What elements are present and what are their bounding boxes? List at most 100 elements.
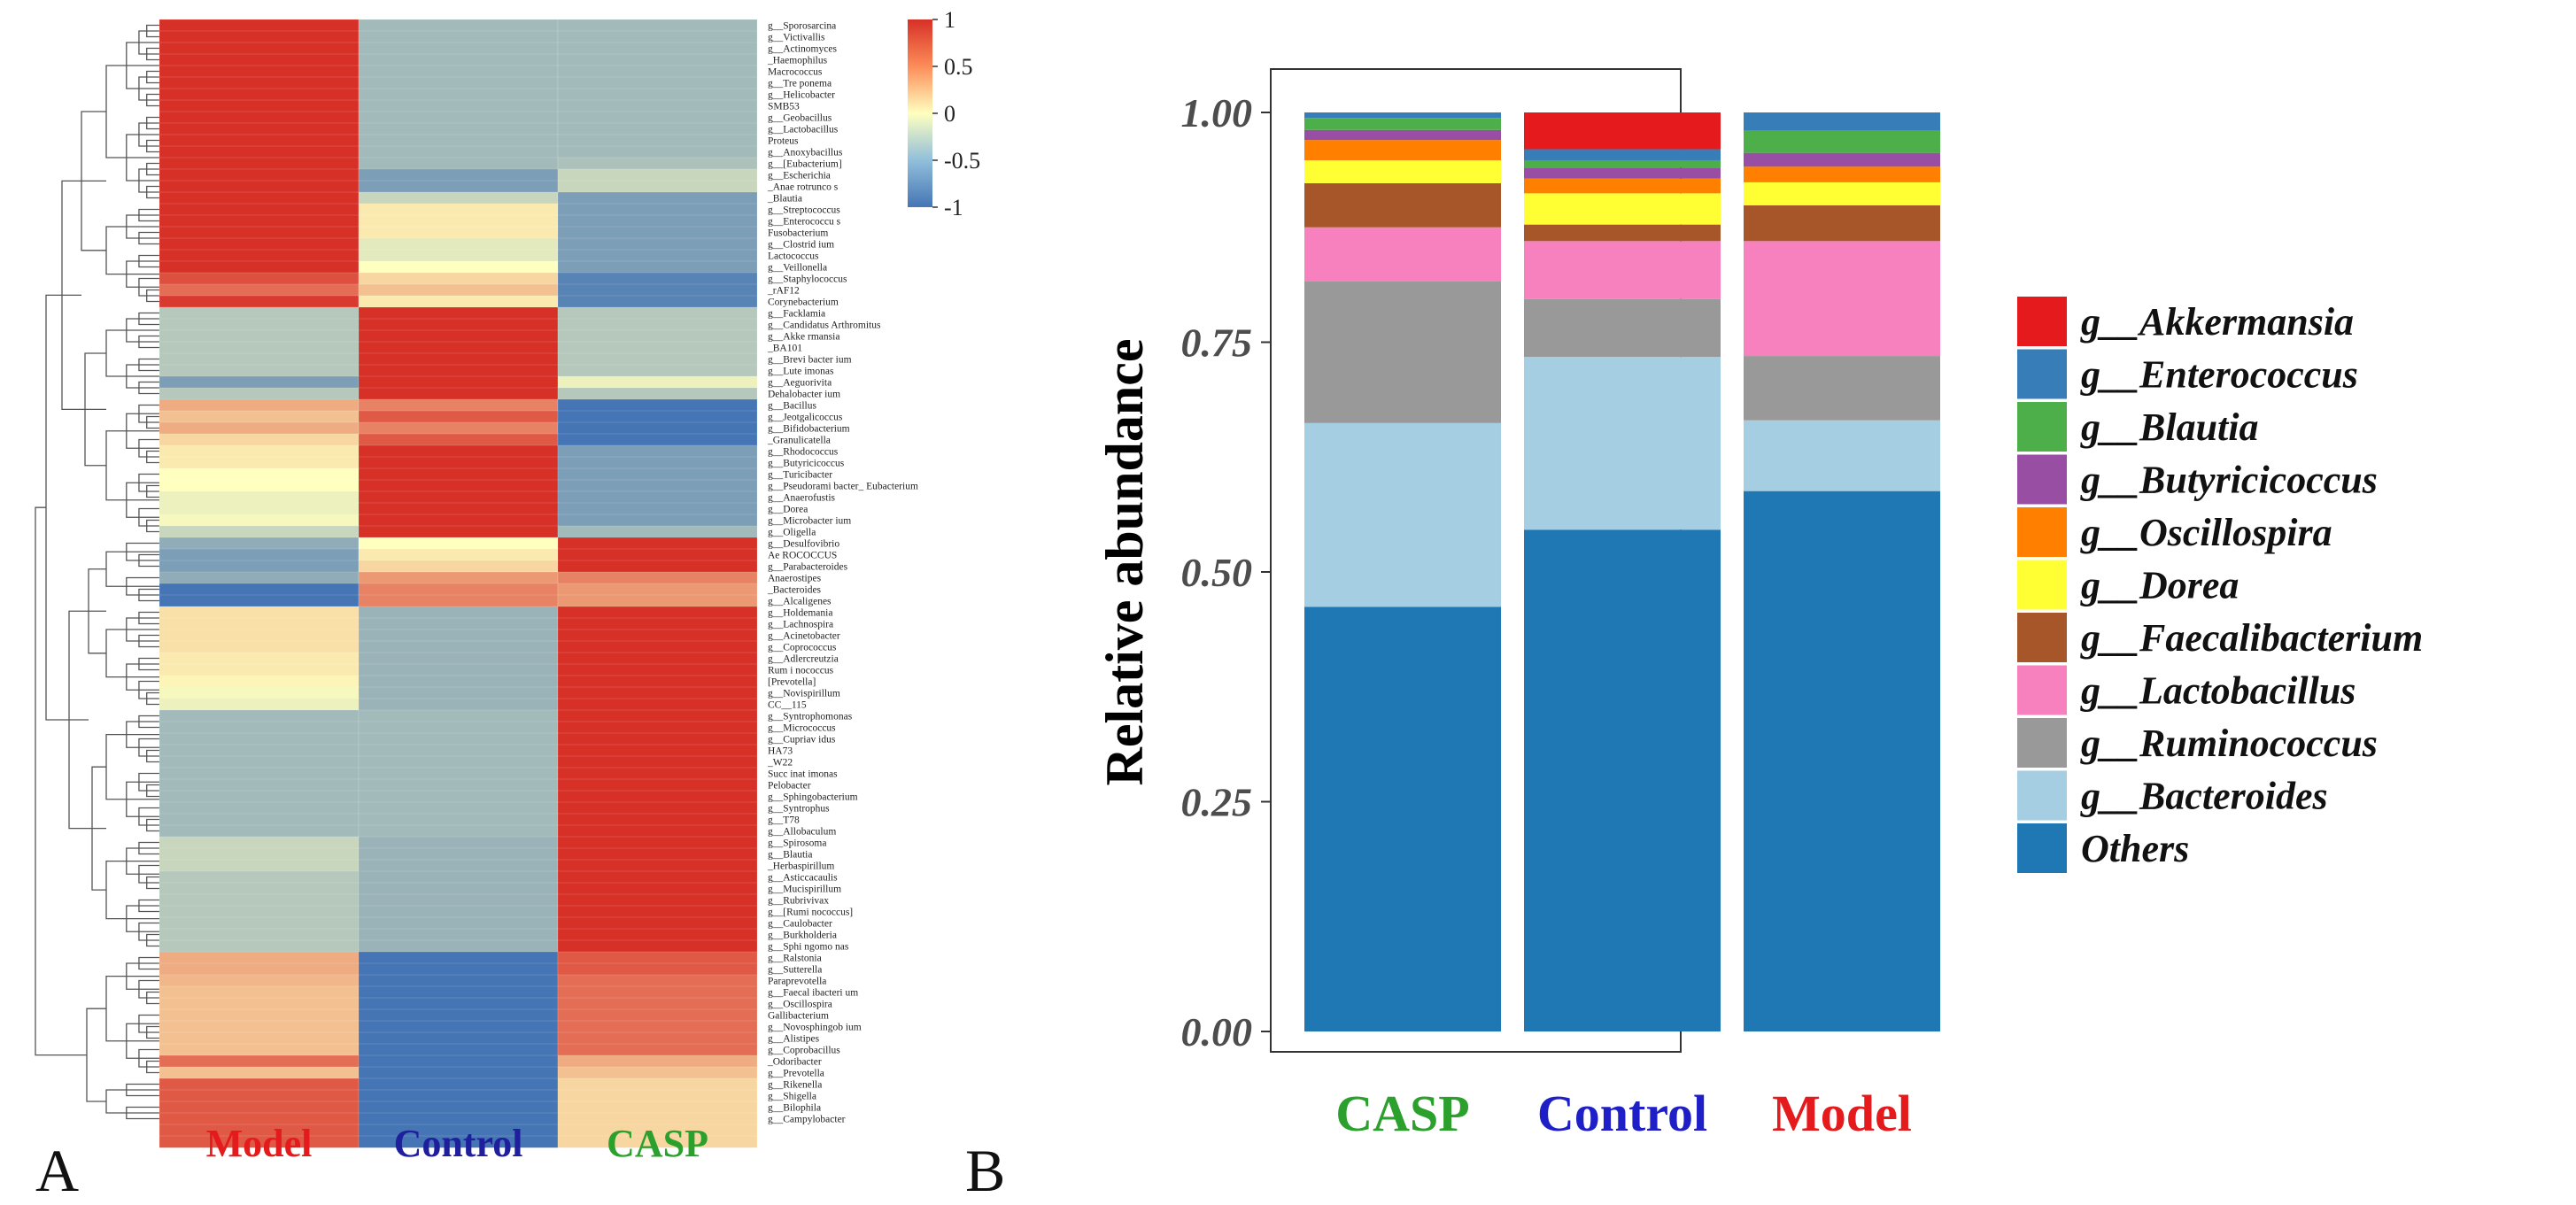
heatmap-cell	[159, 801, 360, 815]
heatmap-cell	[557, 985, 758, 999]
heatmap-cell	[159, 537, 360, 550]
heatmap-cell	[159, 249, 360, 262]
heatmap-row-label: Ae ROCOCCUS	[768, 551, 837, 561]
heatmap-cell	[557, 329, 758, 343]
heatmap-cell	[159, 283, 360, 297]
heatmap-row-label: g__Micrococcus	[768, 723, 836, 734]
heatmap-cell	[557, 732, 758, 745]
bar-segment	[1744, 112, 1940, 131]
heatmap-cell	[358, 962, 559, 976]
heatmap-cell	[159, 237, 360, 251]
heatmap-row-label: g__Pseudorami bacter_ Eubacterium	[768, 482, 918, 492]
heatmap-row-label: Rum i nococcus	[768, 666, 834, 676]
heatmap-cell	[159, 905, 360, 918]
heatmap-cell	[159, 732, 360, 745]
heatmap-cell	[358, 111, 559, 124]
heatmap-cell	[358, 421, 559, 435]
heatmap-cell	[557, 168, 758, 182]
heatmap-cell	[358, 870, 559, 884]
heatmap-row-label: g__Veillonella	[768, 263, 827, 274]
heatmap-cell	[358, 974, 559, 987]
legend-swatch	[2017, 613, 2067, 662]
colorbar-tick-label: 0.5	[944, 54, 973, 80]
heatmap-cell	[358, 606, 559, 619]
heatmap-row-label: Fusobacterium	[768, 228, 828, 239]
heatmap-row-label: g__Anoxybacillus	[768, 148, 843, 158]
heatmap-cell	[358, 122, 559, 135]
heatmap-cell	[358, 629, 559, 642]
heatmap-cell	[358, 168, 559, 182]
dendrogram-branch	[105, 329, 159, 377]
heatmap-cell	[557, 375, 758, 389]
heatmap-row-label: g__Clostrid ium	[768, 240, 834, 251]
heatmap-cell	[159, 790, 360, 803]
heatmap-cell	[358, 295, 559, 308]
heatmap-cell	[557, 180, 758, 193]
heatmap-cell	[358, 985, 559, 999]
heatmap-row-label: g__Novosphingob ium	[768, 1023, 862, 1033]
heatmap-cell	[557, 410, 758, 423]
heatmap-row-label: g__Tre ponema	[768, 79, 832, 89]
heatmap-row-label: _Bacteroides	[767, 585, 822, 596]
heatmap-cell	[358, 698, 559, 711]
heatmap-cell	[557, 790, 758, 803]
heatmap-cell	[159, 744, 360, 757]
heatmap-cell	[358, 65, 559, 78]
bar-segment	[1304, 281, 1501, 423]
heatmap-cell	[159, 490, 360, 504]
colorbar-tick-label: 0	[944, 101, 955, 127]
heatmap-cell	[159, 88, 360, 101]
heatmap-cell	[358, 1031, 559, 1045]
heatmap-row-label: _W22	[767, 758, 793, 769]
y-tick-label: 0.25	[1181, 780, 1253, 825]
heatmap-cell	[557, 594, 758, 607]
heatmap-cell	[159, 939, 360, 953]
heatmap-cell	[557, 997, 758, 1010]
heatmap-cell	[557, 145, 758, 158]
heatmap-cell	[159, 203, 360, 216]
heatmap-cell	[159, 42, 360, 55]
x-axis-label: CASP	[1335, 1085, 1469, 1142]
bar-segment	[1304, 422, 1501, 607]
heatmap-row-label: g__Parabacteroides	[768, 562, 848, 573]
heatmap-cell	[557, 157, 758, 170]
heatmap-cell	[159, 916, 360, 930]
heatmap-cell	[159, 767, 360, 780]
heatmap-cell	[159, 352, 360, 366]
heatmap-cell	[557, 571, 758, 584]
heatmap-cell	[159, 134, 360, 147]
heatmap-row-label: g__Ralstonia	[768, 954, 822, 964]
heatmap-cell	[159, 709, 360, 722]
heatmap-cell	[358, 490, 559, 504]
bar-segment	[1524, 112, 1721, 150]
heatmap-cell	[557, 537, 758, 550]
heatmap-cell	[159, 30, 360, 43]
bar-segment	[1524, 193, 1721, 225]
heatmap-cell	[159, 928, 360, 941]
heatmap-cell	[358, 951, 559, 964]
heatmap-cell	[557, 1043, 758, 1056]
heatmap-row-label: g__Actinomyces	[768, 44, 837, 55]
panel-label-b: B	[965, 1137, 1005, 1204]
heatmap-row-label: Macrococcus	[768, 67, 823, 78]
heatmap-cell	[159, 755, 360, 769]
heatmap-cell	[358, 260, 559, 274]
heatmap-row-label: g__Turicibacter	[768, 470, 832, 481]
heatmap-cell	[159, 778, 360, 792]
heatmap-cell	[557, 122, 758, 135]
heatmap-cell	[159, 214, 360, 228]
heatmap-cell	[159, 444, 360, 458]
heatmap-cell	[557, 709, 758, 722]
dendrogram-branch	[86, 1008, 106, 1102]
legend-label: g__Butyricicoccus	[2080, 459, 2378, 502]
heatmap-row-label: g__Victivallis	[768, 33, 825, 43]
heatmap-row-label: Proteus	[768, 136, 799, 147]
heatmap-cells	[159, 19, 758, 1148]
heatmap-cell	[159, 410, 360, 423]
heatmap-cell	[159, 421, 360, 435]
heatmap-row-label: g__Blautia	[768, 850, 812, 861]
heatmap-cell	[557, 744, 758, 757]
heatmap-row-label: g__Alistipes	[768, 1034, 820, 1045]
heatmap-cell	[159, 1066, 360, 1079]
heatmap-cell	[159, 1101, 360, 1114]
